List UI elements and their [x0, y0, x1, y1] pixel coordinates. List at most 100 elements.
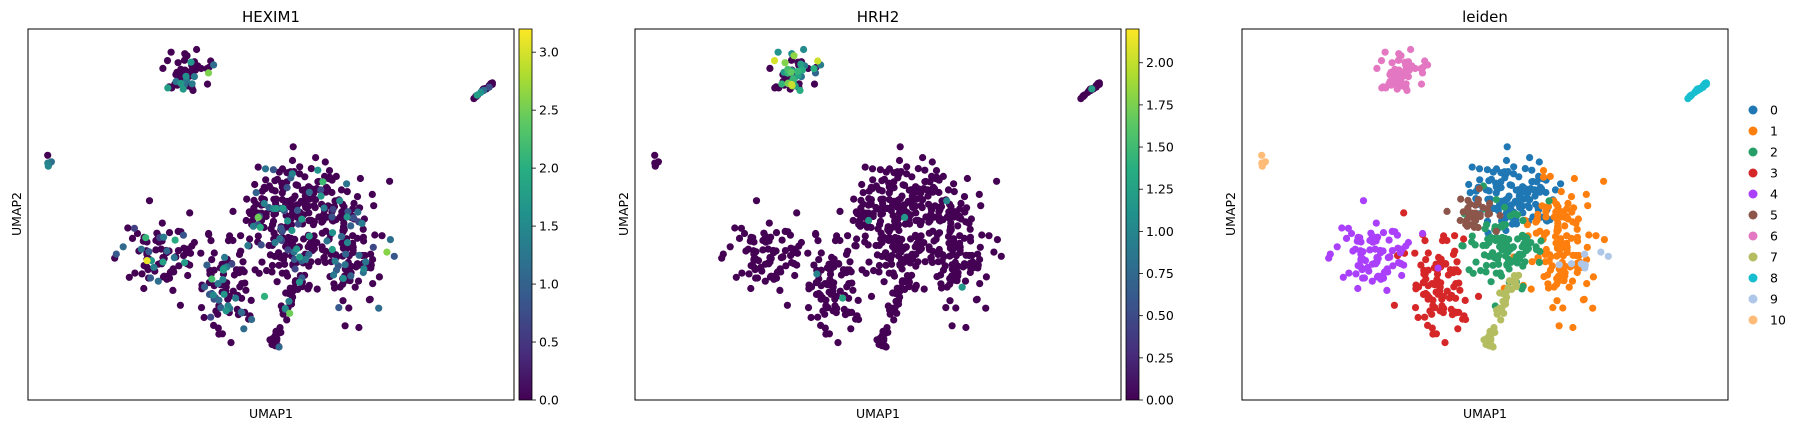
cell-point	[882, 261, 890, 269]
colorbar-tick-label: 2.0	[539, 161, 559, 176]
cell-point	[950, 188, 958, 196]
cell-point	[819, 307, 827, 315]
cell-point	[1501, 297, 1510, 305]
cell-point	[343, 213, 351, 221]
cell-point	[243, 195, 251, 203]
cell-point	[917, 189, 925, 197]
cell-point	[1448, 311, 1456, 319]
cell-point	[1371, 245, 1379, 253]
cell-point	[208, 256, 216, 264]
cell-point	[341, 322, 349, 330]
legend-marker	[1748, 189, 1758, 199]
cell-point	[967, 237, 975, 245]
cell-point	[990, 248, 998, 256]
cell-point	[1390, 301, 1398, 309]
plot-frame	[27, 28, 515, 401]
cell-point	[232, 294, 240, 302]
cell-point	[319, 178, 327, 186]
cell-point	[967, 215, 976, 223]
cell-point	[814, 57, 822, 65]
cell-point	[205, 229, 213, 238]
cell-point	[343, 180, 351, 188]
cell-point	[906, 259, 914, 267]
cell-point	[867, 292, 876, 300]
legend-label: 6	[1770, 229, 1778, 244]
cell-point	[885, 227, 893, 235]
cell-point	[163, 57, 172, 65]
cell-point	[1442, 260, 1450, 268]
cell-point	[190, 73, 198, 81]
cell-point	[150, 263, 158, 271]
cell-point	[350, 199, 358, 207]
cell-point	[1373, 258, 1381, 266]
cell-point	[1466, 189, 1474, 197]
cell-point	[271, 239, 279, 247]
legend-label: 8	[1770, 271, 1778, 286]
cell-point	[1439, 309, 1447, 317]
cell-point	[354, 277, 363, 285]
cell-point	[920, 239, 928, 247]
cell-point	[1404, 73, 1412, 81]
cell-point	[207, 237, 215, 245]
cell-point	[804, 304, 813, 312]
cell-point	[1485, 210, 1494, 218]
cell-point	[208, 275, 216, 283]
cell-point	[1538, 202, 1546, 210]
cell-point	[770, 249, 778, 257]
cell-point	[1258, 162, 1266, 170]
cell-point	[933, 173, 941, 181]
cell-point	[772, 83, 780, 91]
cell-point	[1565, 283, 1573, 291]
cell-point	[219, 276, 227, 284]
cell-point	[1465, 180, 1473, 189]
cell-point	[875, 268, 883, 276]
cell-point	[269, 166, 277, 174]
cell-point	[1497, 316, 1505, 324]
cell-point	[853, 312, 861, 320]
cell-point	[313, 239, 321, 247]
cell-point	[1388, 59, 1396, 67]
cell-point	[1461, 296, 1469, 304]
cell-point	[1352, 270, 1360, 278]
cell-point	[867, 223, 875, 232]
cell-point	[901, 201, 909, 209]
cell-point	[786, 231, 795, 239]
cell-point	[312, 154, 320, 162]
cell-point	[1419, 279, 1427, 287]
cell-point	[869, 176, 877, 184]
cell-point	[766, 64, 774, 72]
cell-point	[238, 294, 246, 302]
cell-point	[254, 213, 262, 221]
cell-point	[1258, 151, 1266, 159]
cell-point	[251, 266, 259, 274]
cell-point	[125, 273, 133, 281]
cell-point	[966, 268, 974, 277]
cell-point	[271, 334, 279, 342]
colorbar-tick-label: 1.50	[1146, 140, 1174, 155]
cell-point	[930, 237, 938, 245]
cell-point	[1579, 296, 1587, 304]
cell-point	[886, 310, 894, 318]
legend-marker	[1748, 210, 1758, 220]
cell-point	[915, 246, 924, 255]
cell-point	[1501, 203, 1509, 211]
cell-point	[928, 258, 937, 266]
cell-point	[261, 165, 270, 173]
cell-point	[1446, 294, 1454, 302]
cell-point	[1424, 61, 1432, 69]
cell-point	[1563, 248, 1571, 257]
cell-point	[351, 283, 359, 291]
cell-point	[814, 313, 822, 321]
cell-point	[296, 163, 304, 171]
cell-point	[935, 245, 943, 254]
cell-point	[1400, 209, 1408, 217]
cell-point	[796, 86, 804, 94]
cell-point	[1549, 304, 1557, 312]
cell-point	[339, 274, 347, 282]
cell-point	[767, 233, 775, 241]
cell-point	[978, 231, 986, 239]
cell-point	[138, 270, 146, 278]
cell-point	[1439, 292, 1448, 300]
cell-point	[367, 250, 375, 258]
cell-point	[1421, 237, 1429, 245]
